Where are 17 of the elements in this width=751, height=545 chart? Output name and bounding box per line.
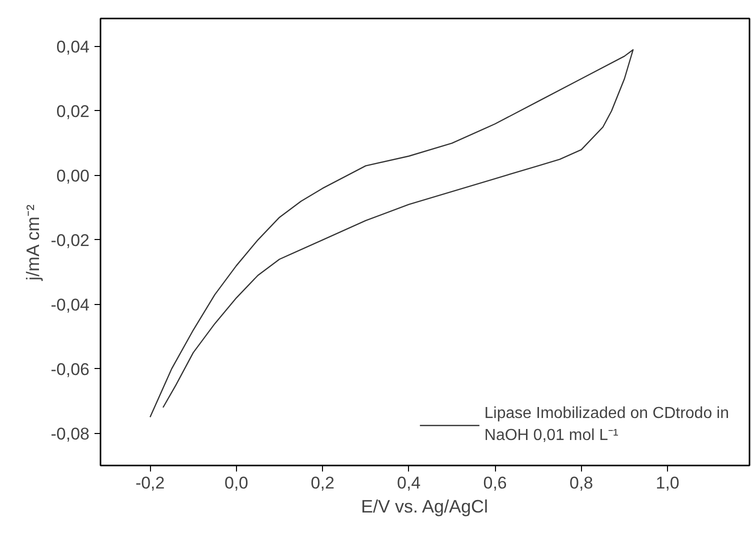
x-tick-label: 0,4 xyxy=(397,474,421,492)
legend-label: Lipase Imobilizaded on CDtrodo in NaOH 0,01 mol L⁻¹ xyxy=(484,405,729,445)
y-axis-title: j/mA cm⁻² xyxy=(22,204,43,282)
y-tick-label: 0,02 xyxy=(56,102,90,121)
x-tick-label: 0,2 xyxy=(310,474,334,492)
x-tick-label: 0,8 xyxy=(570,474,594,492)
x-tick-label: 0,6 xyxy=(483,474,507,492)
y-tick-label: 0,04 xyxy=(56,38,90,57)
y-tick-label: 0,00 xyxy=(56,166,90,186)
y-tick-label: -0,04 xyxy=(50,295,90,314)
y-tick-label: -0,08 xyxy=(50,424,90,444)
x-tick-label: 1,0 xyxy=(656,474,680,492)
x-tick-label: 0,0 xyxy=(224,474,248,492)
x-tick-label: -0,2 xyxy=(135,474,165,492)
x-axis-title: E/V vs. Ag/AgCl xyxy=(360,496,488,516)
y-tick-label: -0,06 xyxy=(50,360,90,379)
y-tick-label: -0,02 xyxy=(50,230,90,250)
